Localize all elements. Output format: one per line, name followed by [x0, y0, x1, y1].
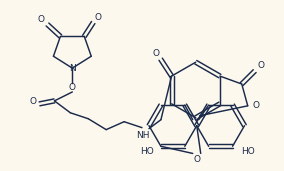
Text: N: N [69, 64, 76, 73]
Text: NH: NH [136, 131, 150, 140]
Text: O: O [257, 61, 264, 70]
Text: O: O [152, 49, 159, 58]
Text: O: O [252, 101, 259, 110]
Text: HO: HO [242, 147, 255, 156]
Text: O: O [38, 15, 45, 24]
Text: O: O [29, 97, 36, 106]
Text: HO: HO [140, 147, 154, 156]
Text: O: O [193, 155, 200, 164]
Text: O: O [95, 13, 102, 22]
Text: O: O [69, 83, 76, 93]
